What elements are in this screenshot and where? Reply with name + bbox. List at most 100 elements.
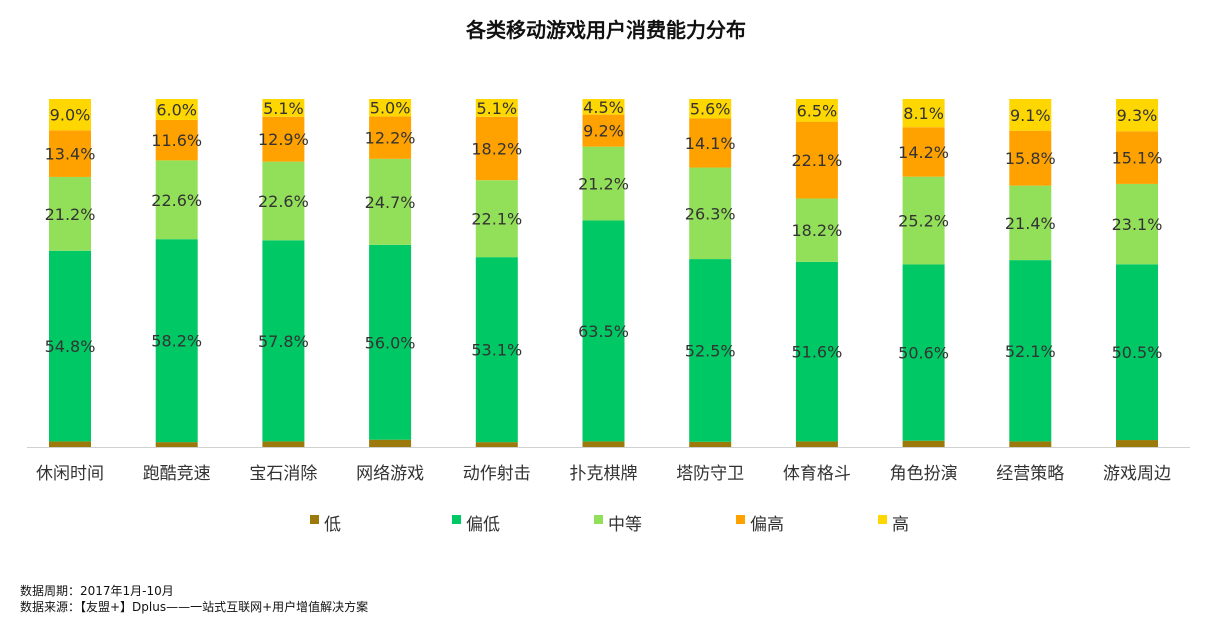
bar-segment (369, 244, 412, 440)
bar-segment (795, 121, 838, 199)
data-label: 9.2% (583, 122, 624, 141)
bar-segment (369, 99, 412, 117)
data-label: 22.1% (791, 151, 842, 170)
data-label: 5.0% (370, 99, 411, 118)
category-label: 宝石消除 (249, 464, 317, 484)
bar-segment (155, 99, 198, 120)
category-labels-group: 休闲时间 跑酷竞速 宝石消除 网络游戏 动作射击 扑克棋牌 塔防守卫 体育格斗 角色扮演 经营策略… (36, 464, 1171, 484)
data-label: 14.1% (685, 134, 736, 153)
data-label: 18.2% (471, 139, 522, 158)
bar-segment (902, 440, 945, 447)
data-label: 22.6% (151, 191, 202, 210)
bar-segment (155, 442, 198, 447)
category-label: 休闲时间 (36, 464, 104, 484)
bar-segment (49, 130, 91, 177)
legend: 低 偏低 中等 偏高 高 (310, 515, 909, 535)
data-label: 15.1% (1112, 149, 1163, 168)
legend-label: 中等 (608, 515, 642, 535)
bar-segment (475, 99, 518, 117)
data-label: 26.3% (685, 204, 736, 223)
data-label: 50.6% (898, 344, 949, 363)
bar-segment (582, 441, 625, 447)
data-label: 11.6% (151, 131, 202, 150)
bar-segment (582, 99, 625, 115)
bar-segment (49, 441, 91, 447)
bar-segment (902, 176, 945, 265)
data-label: 18.2% (791, 221, 842, 240)
bar-segment (795, 261, 838, 442)
data-label: 57.8% (258, 332, 309, 351)
data-label: 5.6% (690, 100, 731, 119)
bar-segment (795, 441, 838, 447)
bar-segment (1009, 260, 1052, 442)
bar-segment (262, 99, 305, 117)
data-label: 21.2% (578, 175, 629, 194)
bar-segment (1116, 440, 1158, 447)
category-label: 塔防守卫 (676, 464, 744, 484)
bar-segment (155, 239, 198, 443)
bar-segment (262, 240, 305, 442)
bar-segment (475, 442, 518, 447)
data-label: 54.8% (45, 337, 96, 356)
data-label: 52.5% (685, 341, 736, 360)
data-label: 51.6% (791, 343, 842, 362)
bar-segment (49, 176, 91, 251)
data-label: 15.8% (1005, 149, 1056, 168)
category-label: 跑酷竞速 (143, 464, 211, 484)
data-label: 58.2% (151, 332, 202, 351)
bar-segment (1009, 99, 1052, 131)
data-label: 9.0% (50, 106, 91, 125)
bar-segment (795, 99, 838, 122)
bar-segment (49, 99, 91, 131)
legend-swatch (452, 515, 461, 524)
legend-label: 高 (892, 515, 909, 535)
legend-label: 偏低 (466, 515, 500, 535)
data-label: 56.0% (365, 333, 416, 352)
bar-segment (1116, 99, 1158, 132)
data-label: 9.1% (1010, 106, 1051, 125)
bar-segment (1009, 185, 1052, 261)
bar-segment (1116, 264, 1158, 441)
segment-labels-group: 54.8% 21.2% 13.4% 9.0% 58.2% 22.6% 11.6% 6.0% 57… (45, 98, 1163, 363)
bar-segment (1116, 131, 1158, 184)
data-label: 22.1% (471, 210, 522, 229)
legend-label: 偏高 (750, 515, 784, 535)
bar-segment (369, 439, 412, 447)
data-label: 63.5% (578, 322, 629, 341)
bar-segment (262, 116, 305, 162)
data-period-note: 数据周期：2017年1月-10月 (20, 584, 174, 598)
legend-label: 低 (324, 515, 341, 535)
legend-swatch (310, 515, 319, 524)
bar-segment (689, 259, 732, 442)
bar-segment (1009, 441, 1052, 447)
bar-segment (49, 250, 91, 442)
data-label: 22.6% (258, 192, 309, 211)
bar-segment (582, 114, 625, 147)
bar-segment (262, 161, 305, 241)
bar-segment (475, 180, 518, 258)
category-label: 角色扮演 (890, 464, 958, 484)
category-label: 动作射击 (463, 464, 531, 484)
data-label: 24.7% (365, 193, 416, 212)
bar-segment (262, 441, 305, 447)
category-label: 游戏周边 (1103, 464, 1171, 484)
data-label: 4.5% (583, 98, 624, 117)
data-label: 50.5% (1112, 343, 1163, 362)
bar-segment (689, 118, 732, 168)
data-label: 25.2% (898, 212, 949, 231)
legend-swatch (878, 515, 887, 524)
bar-segment (582, 146, 625, 221)
bar-segment (369, 116, 412, 159)
bar-segment (369, 158, 412, 245)
bars-group (49, 99, 1158, 447)
data-label: 53.1% (471, 341, 522, 360)
data-label: 21.2% (45, 205, 96, 224)
category-label: 扑克棋牌 (570, 464, 638, 484)
data-label: 9.3% (1117, 106, 1158, 125)
data-label: 23.1% (1112, 215, 1163, 234)
legend-swatch (736, 515, 745, 524)
data-label: 5.1% (476, 99, 517, 118)
chart-title: 各类移动游戏用户消费能力分布 (466, 18, 746, 42)
data-label: 6.5% (797, 101, 838, 120)
